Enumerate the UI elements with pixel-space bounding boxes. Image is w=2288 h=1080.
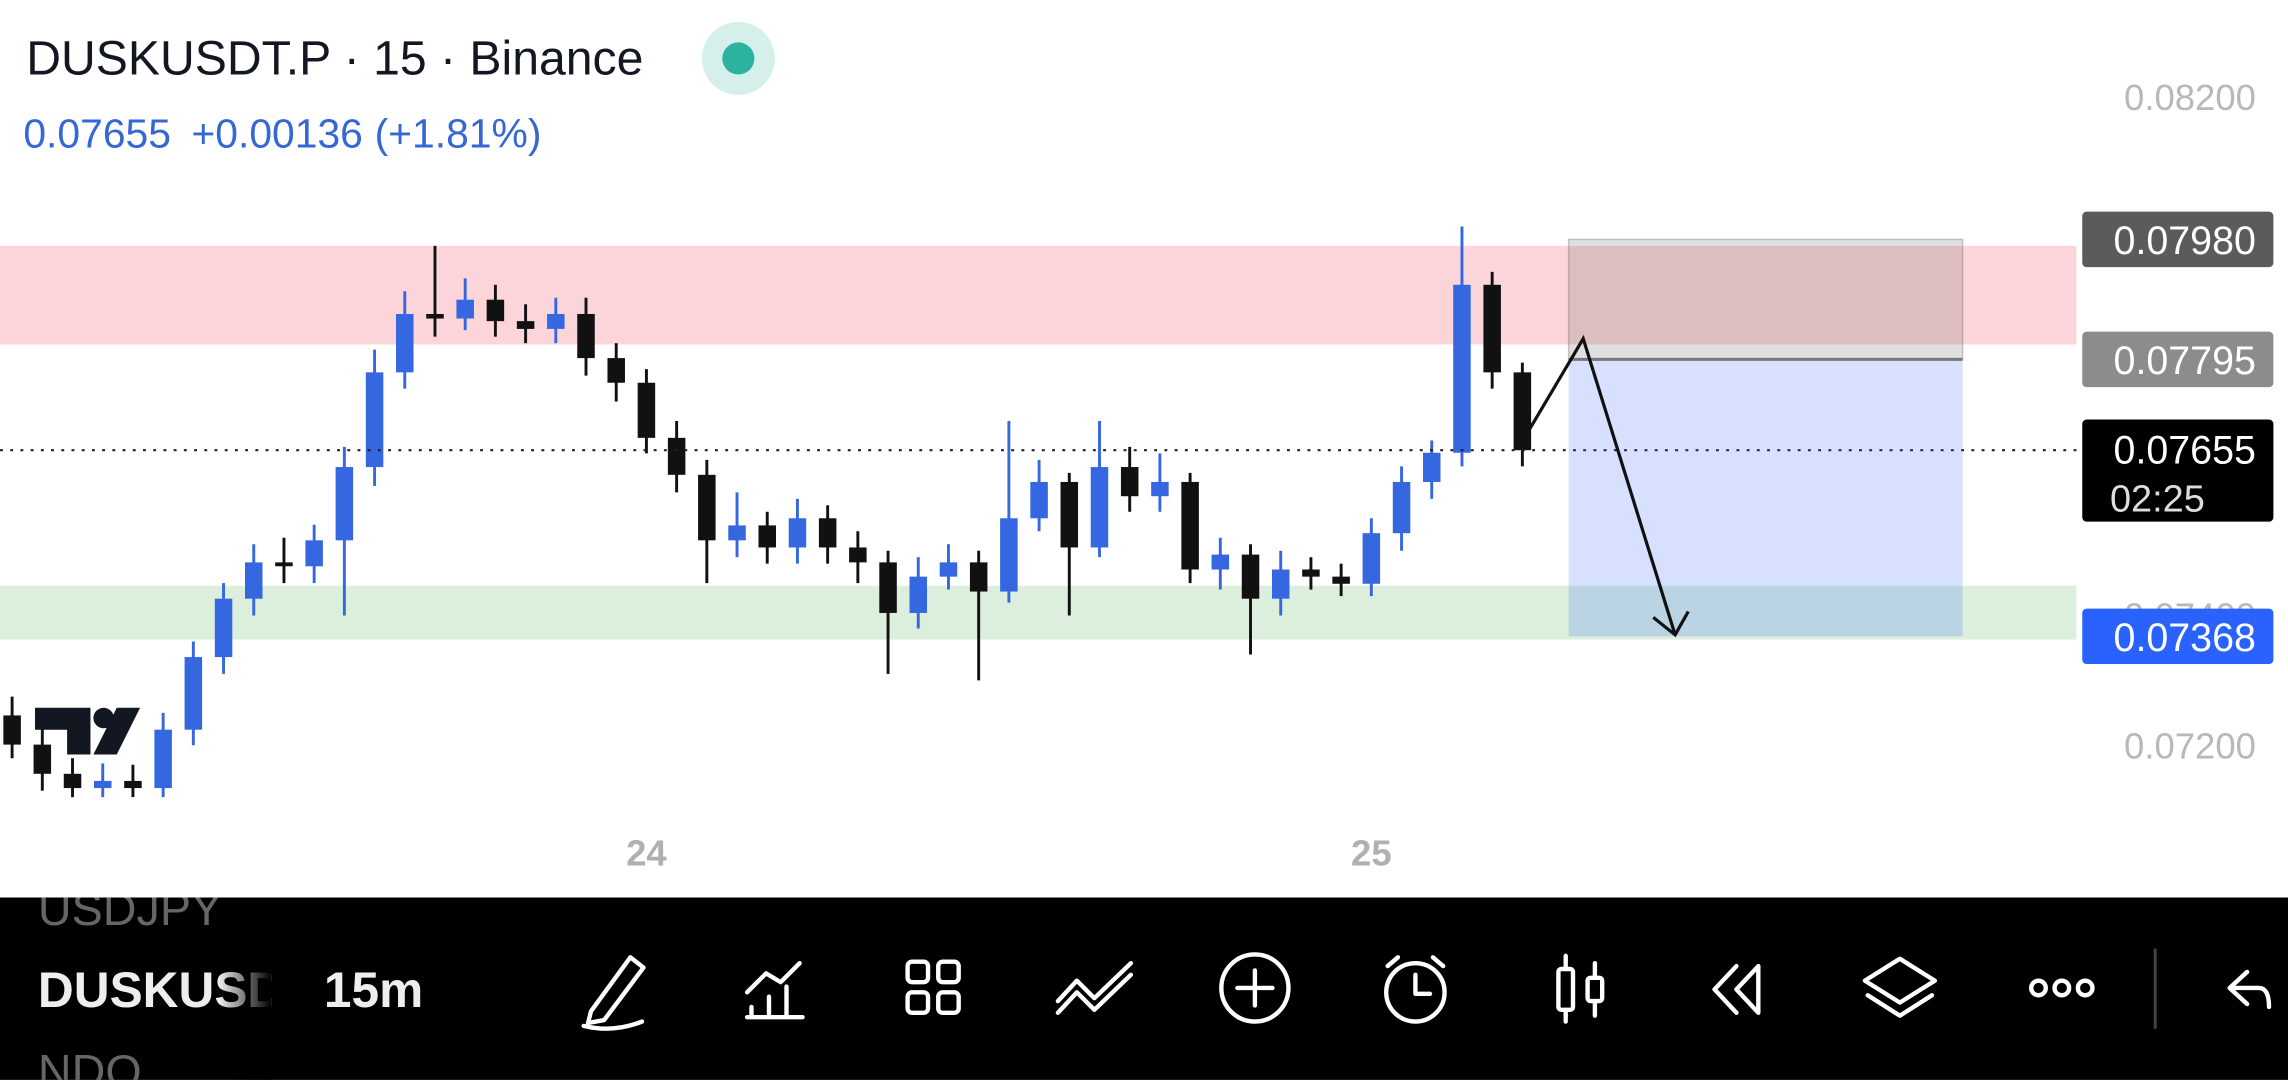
stop-price-label: 0.07980 — [2114, 219, 2256, 263]
candle-body — [1211, 554, 1230, 570]
back[interactable] — [2227, 969, 2272, 1010]
candle-body — [879, 562, 897, 613]
price-line: 0.07655 +0.00136 (+1.81%) — [23, 110, 541, 156]
candle-body — [124, 780, 142, 789]
candle-body — [969, 562, 988, 592]
candle-body — [1392, 481, 1411, 534]
last-price-label: 0.07655 — [2114, 428, 2256, 472]
market-status-dot — [722, 42, 755, 75]
candle-body — [3, 715, 21, 745]
candle-body — [577, 313, 595, 359]
candle-body — [1000, 518, 1018, 592]
candle-body — [607, 358, 625, 383]
candle-body — [909, 576, 928, 613]
alert[interactable] — [1384, 955, 1447, 1024]
candle-body — [33, 744, 52, 774]
indicators[interactable] — [744, 960, 805, 1020]
candle-body — [426, 313, 444, 319]
candle-body — [396, 313, 414, 373]
target-price-label-box — [2082, 608, 2274, 665]
candle-body — [93, 780, 112, 789]
candle-body — [214, 598, 233, 658]
candle-body — [1090, 467, 1109, 548]
candle-body — [698, 474, 716, 541]
candle-body — [547, 313, 565, 329]
last-price: 0.07655 — [23, 110, 171, 156]
draw-tool[interactable] — [581, 955, 646, 1031]
add[interactable] — [1219, 952, 1291, 1024]
candle-body — [1362, 533, 1381, 584]
symbol-title[interactable]: DUSKUSDT.P · 15 · Binance — [26, 32, 643, 86]
symbol-fade — [218, 897, 272, 1080]
plot: 0.072000.074000.0820024250.079800.077950… — [0, 77, 2274, 873]
stop-area — [1567, 238, 1964, 361]
y-tick-label: 0.07200 — [2124, 725, 2256, 766]
candle-body — [1271, 569, 1290, 599]
candle-body — [456, 299, 474, 319]
candle-body — [154, 729, 172, 789]
replay[interactable] — [1712, 963, 1761, 1015]
candle-body — [1483, 284, 1501, 373]
candle-body — [365, 372, 384, 468]
more[interactable] — [2028, 978, 2095, 998]
target-price-label: 0.07368 — [2114, 616, 2256, 660]
watermark-logo — [35, 707, 141, 755]
candle-body — [63, 773, 82, 789]
y-tick-label: 0.08200 — [2124, 77, 2256, 118]
candle-body — [1120, 467, 1139, 497]
candle-body — [818, 518, 837, 548]
candle-body — [275, 562, 293, 567]
candle-body — [305, 540, 323, 567]
candle-body — [1181, 481, 1199, 570]
symbol-prev[interactable]: USDJPY — [38, 883, 222, 936]
chart-type[interactable] — [1556, 953, 1605, 1024]
candle-body — [1332, 576, 1350, 584]
candle-body — [1151, 481, 1169, 497]
candle-body — [184, 657, 203, 730]
zone — [0, 585, 2077, 640]
toolbar — [0, 897, 2288, 1080]
candle-body — [758, 525, 776, 548]
candle-body — [1422, 452, 1441, 482]
candle-body — [244, 562, 263, 599]
stop-price-label-box — [2082, 211, 2274, 268]
target-area — [1568, 359, 1963, 637]
candle-body — [1302, 569, 1320, 577]
entry-price-label: 0.07795 — [2114, 339, 2256, 383]
candle-body — [667, 437, 686, 475]
arrow-head — [1652, 610, 1690, 638]
countdown: 02:25 — [2110, 478, 2205, 520]
price-change-pct: (+1.81%) — [375, 110, 542, 156]
candle-body — [486, 299, 505, 322]
layers[interactable] — [1862, 956, 1938, 1018]
last-price-box — [2082, 419, 2274, 522]
candle-body — [637, 382, 656, 438]
candle-body — [516, 321, 535, 329]
projection-arrow — [1516, 334, 1677, 636]
layout[interactable] — [905, 959, 961, 1015]
candle-body — [788, 518, 807, 548]
candle-body — [849, 547, 867, 563]
compare[interactable] — [1055, 960, 1134, 1015]
symbol-next[interactable]: NDQ — [38, 1045, 142, 1080]
candle-body — [1513, 372, 1532, 451]
candle-body — [1241, 554, 1260, 599]
candle-body — [1030, 481, 1048, 519]
zone — [0, 245, 2077, 345]
candle-body — [939, 562, 958, 577]
price-change: +0.00136 — [191, 110, 362, 156]
x-tick-label: 24 — [626, 832, 667, 873]
x-tick-label: 25 — [1351, 832, 1392, 873]
candle-body — [728, 525, 746, 541]
entry-price-label-box — [2082, 331, 2274, 388]
interval[interactable]: 15m — [324, 962, 423, 1018]
candle-body — [1060, 481, 1079, 548]
candle-body — [335, 467, 354, 541]
candle-body — [1453, 284, 1471, 453]
